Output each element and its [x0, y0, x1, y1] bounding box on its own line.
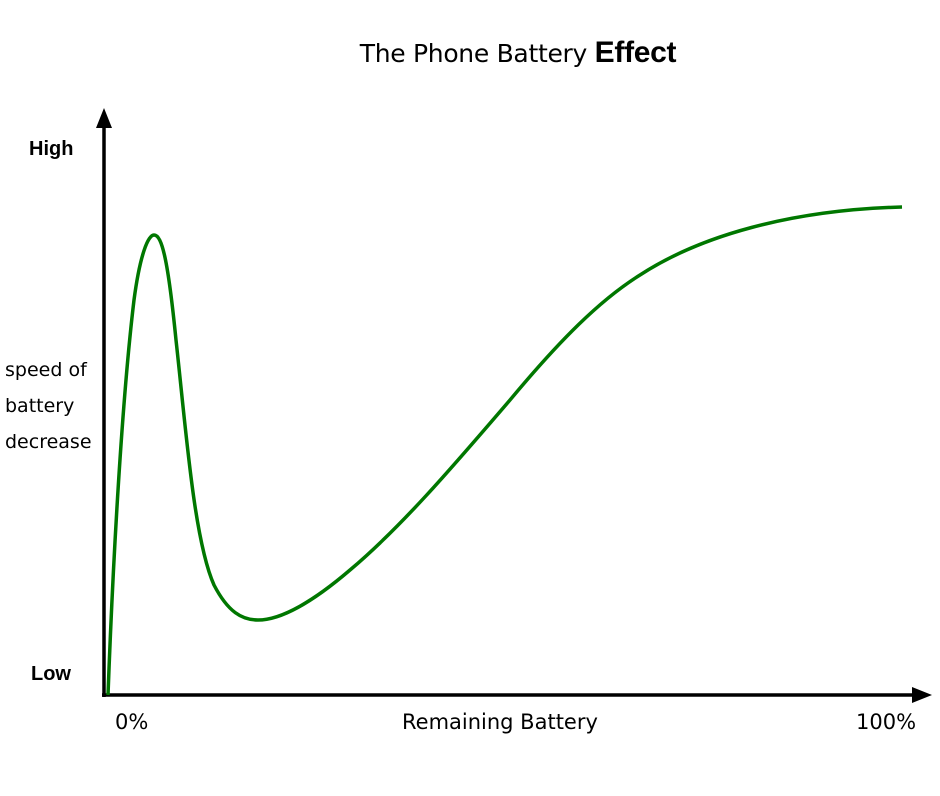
x-tick-0: 0% — [115, 710, 149, 734]
y-axis-title-line: decrease — [5, 431, 92, 453]
y-axis-title-line: battery — [5, 395, 75, 417]
y-axis-title-line: speed of — [5, 359, 87, 381]
chart-title-regular: The Phone Battery — [359, 39, 595, 68]
curve-line — [106, 205, 903, 696]
y-axis-title: speed of battery decrease — [5, 352, 92, 460]
x-tick-100: 100% — [856, 710, 917, 734]
y-tick-high: High — [29, 138, 74, 160]
chart-title-bold: Effect — [594, 36, 677, 69]
y-axis-arrow-icon — [96, 108, 112, 128]
y-tick-low: Low — [31, 663, 71, 685]
x-axis-title: Remaining Battery — [402, 710, 598, 734]
x-axis-arrow-icon — [912, 687, 932, 703]
chart-title: The Phone Battery Effect — [0, 36, 940, 70]
